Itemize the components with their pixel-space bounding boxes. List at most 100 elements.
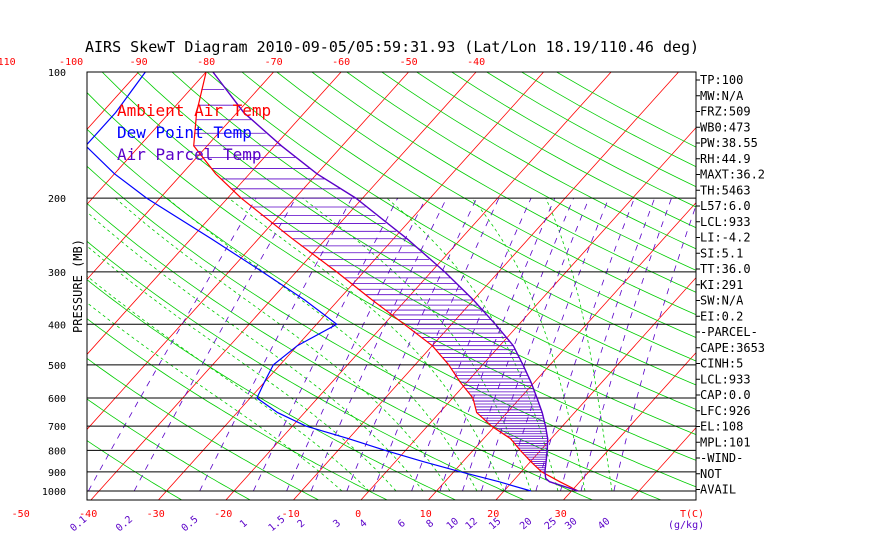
- dry-adiabat-line: [416, 72, 696, 229]
- stability-index-text: TP:100: [700, 73, 743, 87]
- isotherm-line: [766, 72, 870, 500]
- stability-index-text: LI:-4.2: [700, 231, 751, 245]
- stability-index-text: -PARCEL-: [700, 325, 758, 339]
- moist-adiabat-line: [166, 197, 478, 492]
- mixing-ratio-line: [199, 197, 353, 492]
- dry-adiabat-line: [87, 279, 456, 500]
- isotherm-line: [0, 72, 71, 500]
- mixing-ratio-tick-label: 10: [445, 516, 461, 532]
- isotherm-line: [87, 72, 207, 205]
- stability-index-text: MAXT:36.2: [700, 168, 765, 182]
- stability-index-text: KI:291: [700, 278, 743, 292]
- pressure-tick-label: 200: [48, 194, 66, 205]
- mixing-ratio-tick-label: 2: [296, 518, 308, 530]
- bottom-temp-tick-label: -50: [12, 509, 30, 520]
- top-temp-tick-label: -80: [197, 57, 215, 68]
- dry-adiabat-line: [451, 72, 696, 208]
- y-axis-label: PRESSURE (MB): [71, 239, 85, 333]
- dry-adiabat-line: [87, 440, 182, 500]
- dry-adiabat-line: [206, 72, 696, 362]
- isotherm-line: [87, 72, 342, 355]
- dry-adiabat-line: [311, 72, 696, 293]
- dry-adiabat-line: [87, 92, 696, 461]
- mixing-ratio-line: [613, 204, 696, 492]
- stability-index-text: LCL:933: [700, 215, 751, 229]
- isotherm-line: [563, 352, 696, 500]
- dry-adiabat-line: [87, 357, 319, 500]
- isotherm-line: [0, 72, 4, 500]
- stability-index-text: LCL:933: [700, 372, 751, 386]
- dry-adiabat-line: [87, 398, 251, 500]
- mixing-ratio-line: [560, 197, 656, 492]
- legend: Ambient Air Temp Dew Point Temp Air Parcel…: [117, 101, 271, 164]
- mixing-ratio-axis-label: (g/kg): [668, 520, 704, 531]
- stability-index-text: LFC:926: [700, 404, 751, 418]
- dew-point-temp-line: [87, 72, 532, 492]
- bottom-temp-tick-label: -10: [282, 509, 300, 520]
- stability-index-text: EL:108: [700, 420, 743, 434]
- mixing-ratio-line: [133, 197, 297, 492]
- top-temp-tick-label: -90: [130, 57, 148, 68]
- moist-adiabat-line: [228, 197, 505, 492]
- bottom-temp-tick-label: 20: [487, 509, 499, 520]
- grid-lines: [0, 72, 870, 500]
- legend-ambient-air-temp: Ambient Air Temp: [117, 101, 271, 120]
- moist-adiabat-line: [471, 197, 586, 492]
- stability-index-text: MW:N/A: [700, 89, 744, 103]
- pressure-tick-label: 900: [48, 468, 66, 479]
- mixing-ratio-line: [88, 197, 257, 492]
- moist-adiabat-line: [87, 275, 370, 492]
- dry-adiabat-line: [87, 240, 524, 500]
- isotherm-line: [158, 72, 544, 500]
- pressure-tick-label: 500: [48, 361, 66, 372]
- legend-dew-point-temp: Dew Point Temp: [117, 123, 252, 142]
- legend-air-parcel-temp: Air Parcel Temp: [117, 145, 262, 164]
- isotherm-line: [87, 72, 409, 430]
- mixing-ratio-tick-label: 8: [425, 518, 437, 530]
- top-temp-tick-label: -40: [467, 57, 485, 68]
- mixing-ratio-line: [286, 197, 427, 492]
- plot-frame: [86, 71, 697, 501]
- isotherm-line: [225, 72, 612, 500]
- mixing-ratio-tick-label: 0.2: [114, 514, 135, 534]
- stability-index-text: NOT: [700, 467, 722, 481]
- mixing-ratio-line: [310, 197, 447, 492]
- bottom-temp-tick-label: -30: [147, 509, 165, 520]
- stability-index-text: AVAIL: [700, 483, 736, 497]
- dry-adiabat-line: [171, 72, 696, 386]
- mixing-ratio-tick-label: 20: [518, 516, 534, 532]
- sounding-curves: [87, 72, 579, 492]
- pressure-tick-label: 400: [48, 320, 66, 331]
- dry-adiabat-line: [87, 202, 593, 500]
- stability-index-text: -WIND-: [700, 451, 743, 465]
- top-temp-tick-label: -50: [400, 57, 418, 68]
- stability-index-text: SW:N/A: [700, 294, 744, 308]
- mixing-ratio-tick-label: 1: [238, 518, 250, 530]
- dry-adiabat-line: [381, 72, 696, 250]
- mixing-ratio-tick-label: 12: [464, 516, 480, 532]
- mixing-ratio-tick-label: 3: [331, 518, 343, 530]
- stability-index-text: RH:44.9: [700, 152, 751, 166]
- ambient-air-temp-line: [193, 72, 579, 492]
- pressure-tick-label: 300: [48, 268, 66, 279]
- cape-shading: [193, 88, 548, 475]
- bottom-temp-tick-label: 10: [420, 509, 432, 520]
- stability-index-text: WB0:473: [700, 120, 751, 134]
- mixing-ratio-tick-label: 0.5: [180, 514, 201, 534]
- stability-index-text: MPL:101: [700, 435, 751, 449]
- mixing-ratio-tick-label: 4: [358, 518, 370, 530]
- mixing-ratio-line: [372, 197, 500, 492]
- stability-index-text: CINH:5: [700, 357, 743, 371]
- stability-index-text: TH:5463: [700, 183, 751, 197]
- dry-adiabat-line: [346, 72, 696, 271]
- top-temp-tick-label: -70: [265, 57, 283, 68]
- dry-adiabat-line: [87, 318, 388, 500]
- pressure-tick-label: 600: [48, 394, 66, 405]
- mixing-ratio-line: [253, 197, 399, 492]
- top-temp-tick-label: -100: [59, 57, 83, 68]
- isotherm-line: [495, 277, 696, 500]
- stability-index-text: CAPE:3653: [700, 341, 765, 355]
- bottom-temp-tick-label: -40: [79, 509, 97, 520]
- bottom-temp-tick-label: 0: [355, 509, 361, 520]
